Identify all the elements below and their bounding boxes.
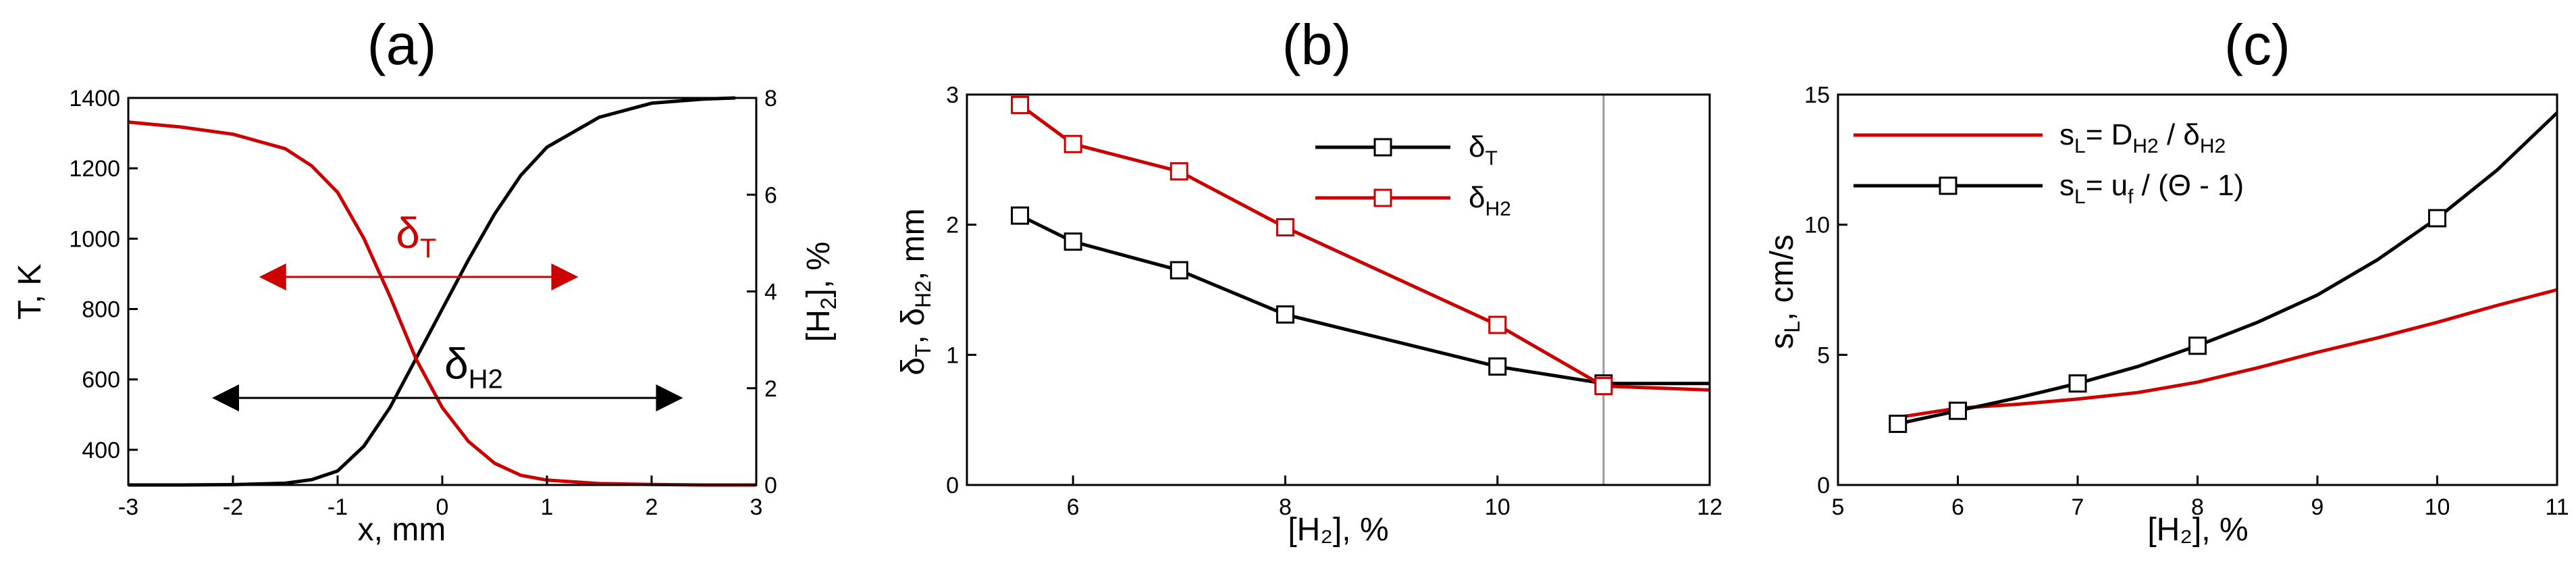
delta-t-marker: [1169, 261, 1188, 280]
delta-h2-arrowhead-left: [212, 384, 239, 412]
panel-a-right-ytick-label: 8: [764, 86, 777, 111]
delta-t-arrowhead-left: [259, 263, 286, 291]
panel-a-ytick-label: 1400: [69, 86, 120, 111]
panel-a-ylabel-right: [H2], %: [801, 242, 841, 342]
sl-flame-speed-marker: [2188, 336, 2207, 355]
panel-b-ylabel: δT, δH2, mm: [895, 208, 935, 375]
panel-a-xlabel: x, mm: [358, 512, 446, 548]
series-line-h2: [128, 120, 756, 487]
panel-b-xtick-label: 12: [1697, 494, 1723, 520]
panel-a-frame: [127, 97, 758, 486]
delta-h2-marker: [1063, 134, 1082, 153]
delta-t-marker: [1488, 357, 1507, 376]
panel-a-xtick-label: 1: [541, 494, 554, 520]
delta-h2-label: δH2: [444, 339, 503, 394]
panel-c-ytick-label: 0: [1817, 473, 1830, 498]
delta-t-marker: [1063, 232, 1082, 251]
panel-a-xtick-label: -3: [118, 494, 138, 520]
panel-a-xtick-label: 3: [750, 494, 763, 520]
delta-t-marker: [1011, 206, 1030, 225]
panel-a-ytick-label: 1000: [69, 226, 120, 252]
panel-c-ytick-label: 15: [1804, 82, 1830, 108]
legend-delta-h2-marker: [1373, 188, 1392, 207]
legend-sl-flame-speed-label: sL= uf / (Θ - 1): [2059, 169, 2244, 208]
delta-t-label: δT: [396, 209, 436, 263]
panel-a-ytick-label: 800: [82, 297, 120, 323]
panel-c-xtick-label: 5: [1832, 494, 1845, 520]
panel-a-title: (a): [367, 13, 437, 76]
delta-t-marker: [1276, 305, 1294, 324]
legend-delta-t-marker: [1373, 138, 1392, 157]
panel-a-xtick-label: 2: [646, 494, 658, 520]
delta-h2-marker: [1488, 315, 1507, 334]
panel-b-xtick-label: 8: [1279, 494, 1292, 520]
panel-c-xlabel: [H₂], %: [2147, 512, 2248, 548]
sl-flame-speed-marker: [1949, 401, 1967, 420]
panel-a-xtick-label: -2: [223, 494, 243, 520]
panel-c-frame: [1837, 93, 2558, 486]
delta-h2-marker: [1594, 377, 1613, 396]
delta-h2-marker: [1169, 162, 1188, 181]
panel-c-xtick-label: 11: [2545, 494, 2569, 520]
sl-flame-speed-line: [1897, 111, 2558, 426]
sl-flame-speed-marker: [1889, 414, 1908, 433]
delta-h2-marker: [1276, 218, 1294, 237]
panel-c-ylabel: sL, cm/s: [1764, 234, 1804, 349]
panel-a-ytick-label: 1200: [69, 156, 120, 182]
panel-b-frame: [966, 93, 1711, 486]
panel-a-right-ytick-label: 0: [764, 473, 777, 498]
legend-sl-flame-speed-marker: [1939, 176, 1957, 195]
panel-c-title: (c): [2224, 13, 2290, 76]
series-line-temperature: [128, 96, 736, 487]
panel-a-xtick-label: 0: [436, 494, 449, 520]
panel-b-xlabel: [H₂], %: [1288, 512, 1388, 548]
panel-b-xtick-label: 10: [1485, 494, 1510, 520]
legend-delta-t-label: δT: [1469, 130, 1498, 170]
panel-c-ytick-label: 10: [1804, 213, 1830, 238]
panel-b-ytick-label: 1: [946, 342, 959, 368]
panel-a-ylabel: T, K: [12, 264, 48, 320]
panel-c-legend: sL= DH2 / δH2 sL= uf / (Θ - 1): [1854, 118, 2244, 208]
panel-c-xtick-label: 10: [2425, 494, 2450, 520]
panel-a-ytick-label: 600: [82, 367, 120, 393]
panel-b-title: (b): [1282, 13, 1352, 76]
panel-a-ytick-label: 400: [82, 438, 120, 463]
panel-b-ytick-label: 0: [946, 473, 959, 498]
panel-a-right-ytick-label: 2: [764, 376, 777, 402]
panel-a: (a) δT δH2 -3 -2 -1 0 1 2 3 400 600 800 1000 1200 140…: [12, 13, 841, 548]
legend-sl-diffusion-label: sL= DH2 / δH2: [2059, 118, 2226, 157]
panel-a-right-ytick-label: 4: [764, 280, 777, 305]
delta-h2-tail-line: [1603, 384, 1710, 392]
panel-c-xtick-label: 6: [1951, 494, 1964, 520]
sl-flame-speed-marker: [2068, 374, 2087, 393]
panel-c-ytick-label: 5: [1817, 342, 1830, 368]
delta-h2-line: [1019, 103, 1605, 388]
sl-flame-speed-marker: [2428, 209, 2446, 228]
delta-h2-arrowhead-right: [656, 384, 683, 412]
panel-c-xtick-label: 9: [2311, 494, 2324, 520]
legend-delta-h2-label: δH2: [1469, 181, 1511, 220]
panel-a-right-ytick-label: 6: [764, 182, 777, 208]
sl-diffusion-line: [1897, 288, 2558, 419]
panel-c-xtick-label: 7: [2072, 494, 2084, 520]
delta-h2-marker: [1011, 95, 1030, 114]
panel-b-ytick-label: 2: [946, 213, 959, 238]
panel-b-xtick-label: 6: [1067, 494, 1080, 520]
panel-b-legend: δT δH2: [1315, 130, 1511, 220]
panel-b-ytick-label: 3: [946, 82, 959, 108]
panel-a-xtick-label: -1: [327, 494, 348, 520]
delta-t-arrowhead-right: [551, 263, 579, 291]
panel-c-xtick-label: 8: [2191, 494, 2204, 520]
